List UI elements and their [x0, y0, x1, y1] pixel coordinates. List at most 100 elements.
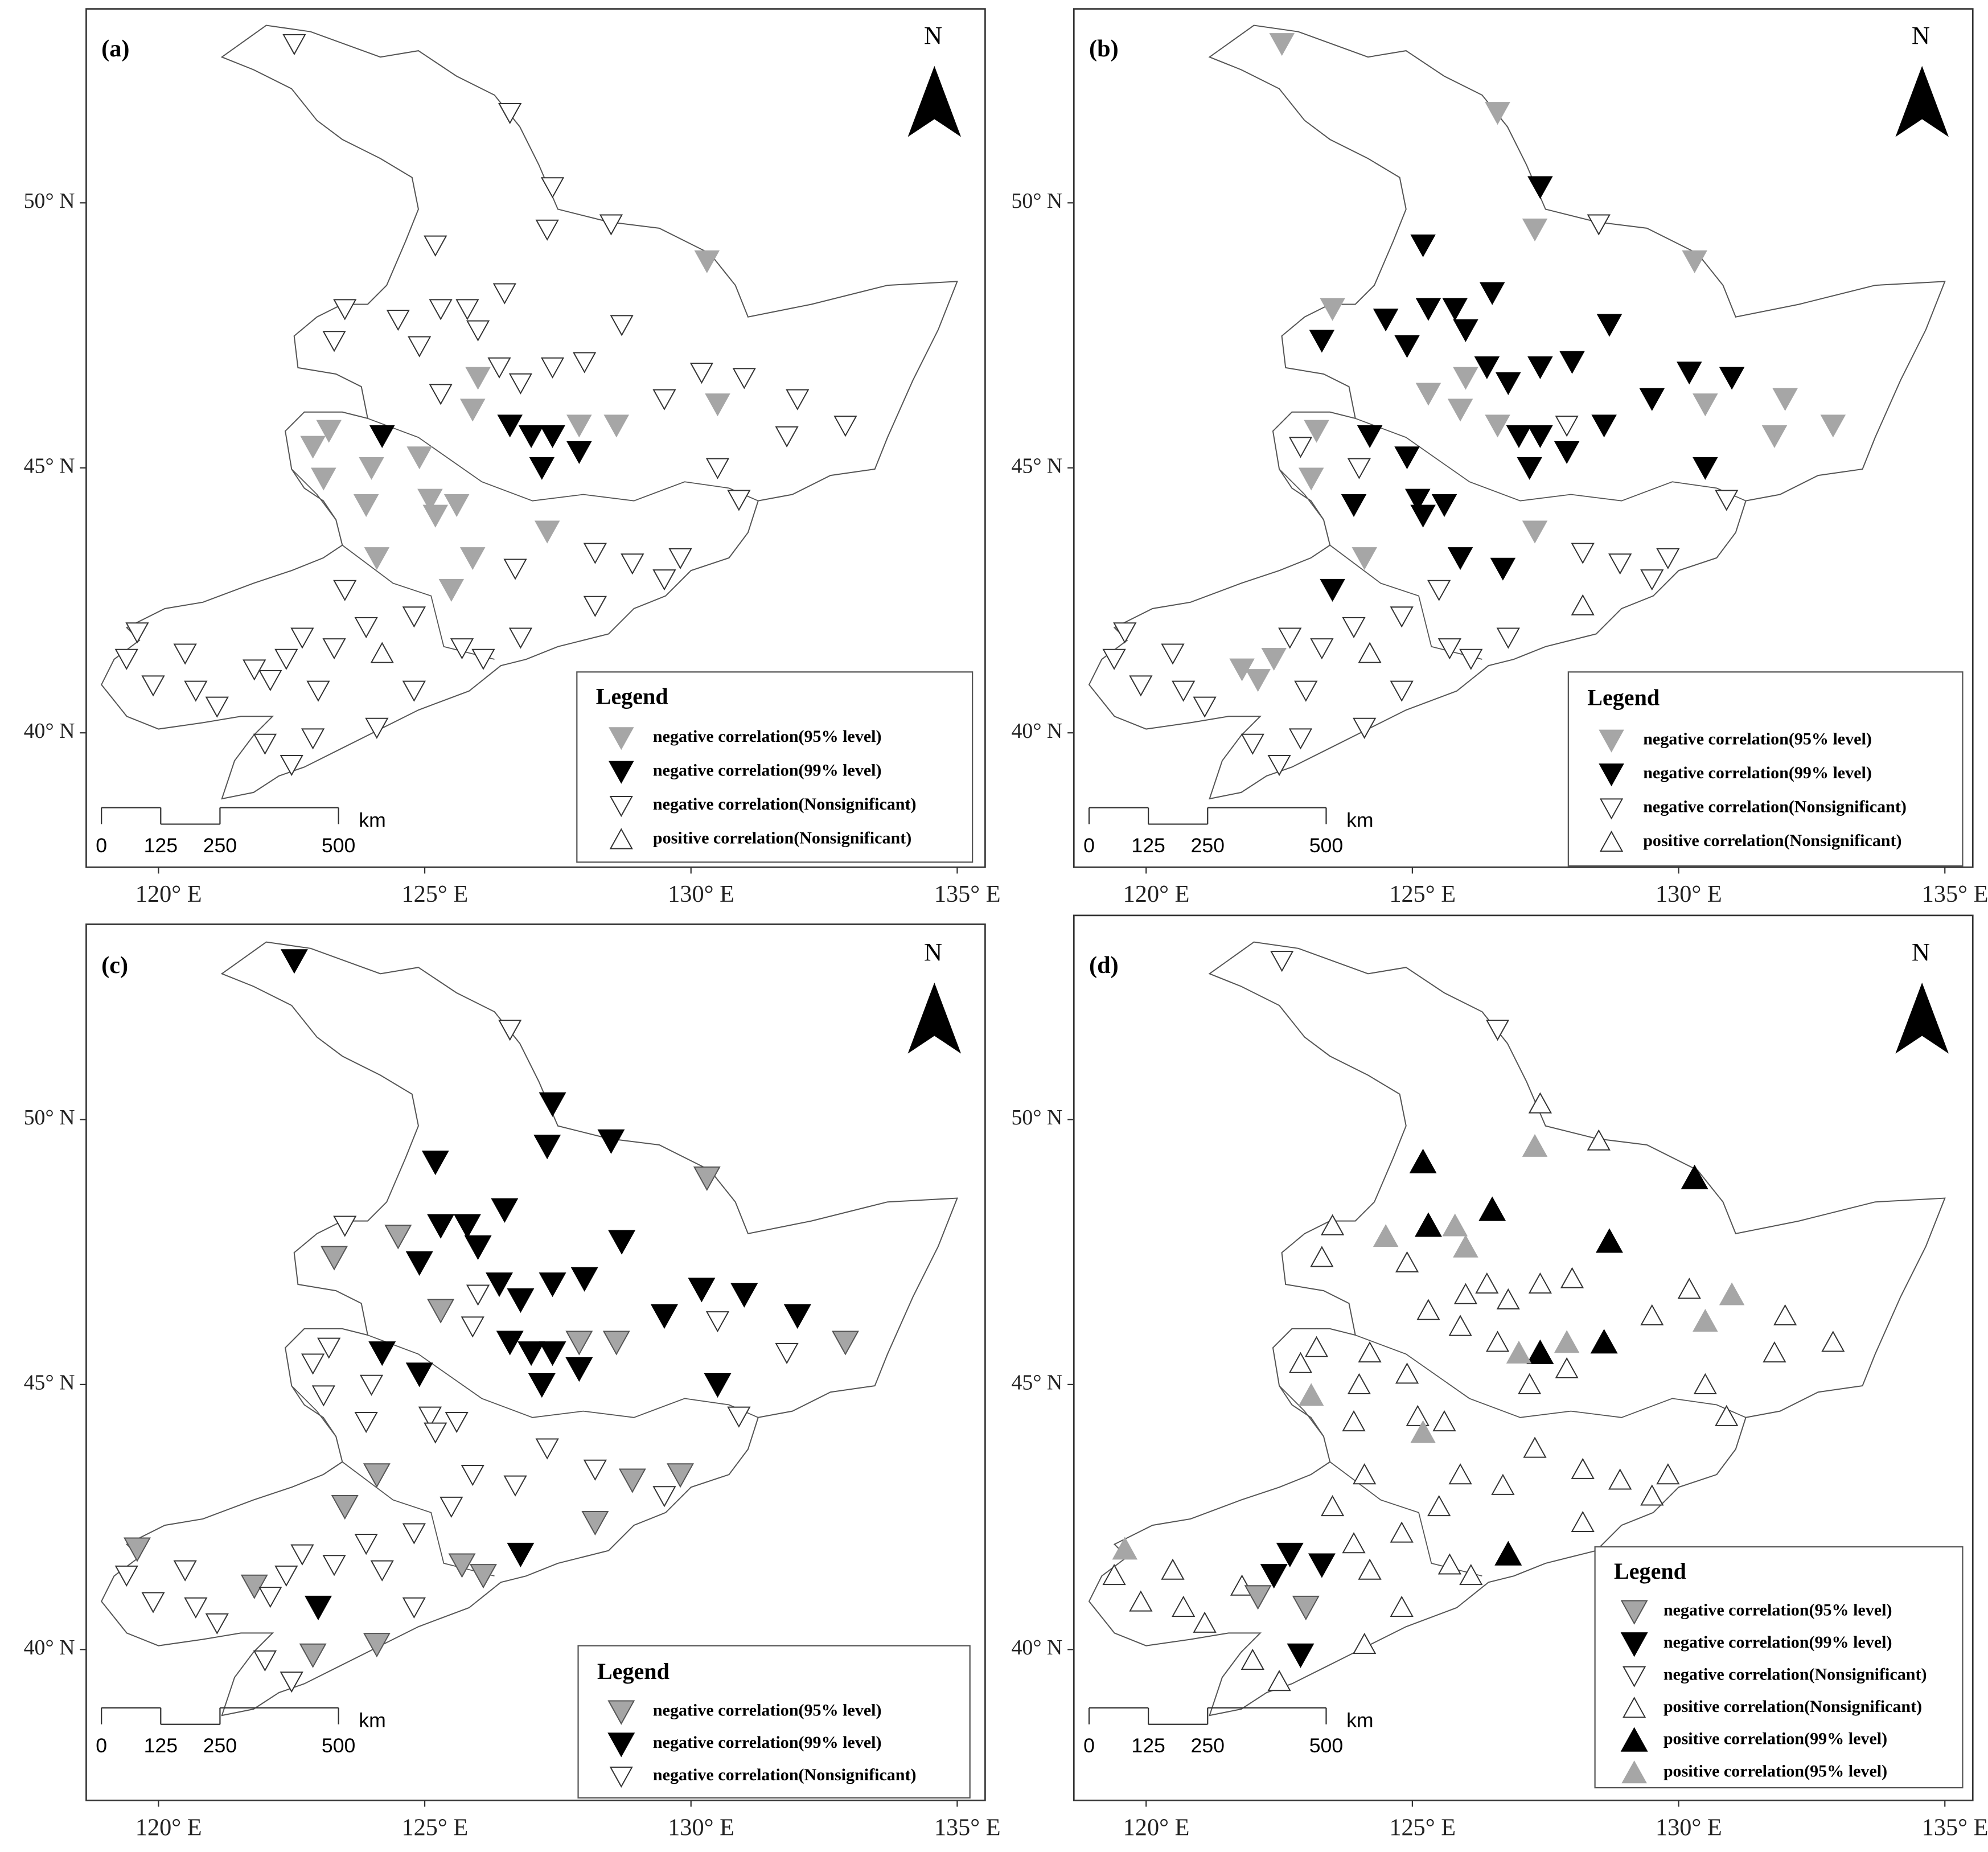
station-marker [507, 1542, 535, 1567]
station-marker [1517, 457, 1542, 480]
legend-label: negative correlation(99% level) [653, 1732, 882, 1752]
legend-title: Legend [1614, 1558, 1686, 1584]
station-marker [1270, 951, 1294, 972]
panel-frame [1073, 8, 1974, 868]
lat-tick-label: 45° N [1011, 1371, 1062, 1395]
station-marker [583, 596, 607, 617]
station-marker [581, 1510, 609, 1536]
station-marker [1490, 557, 1516, 581]
lat-tick-label: 40° N [24, 1636, 75, 1660]
station-marker [1522, 520, 1548, 544]
station-marker [290, 1544, 314, 1566]
station-marker [1715, 1405, 1739, 1426]
legend-symbol [609, 795, 633, 818]
lon-tick-label: 125° E [401, 881, 468, 907]
panel-frame [1073, 914, 1974, 1801]
lon-tick-label: 120° E [135, 1814, 202, 1841]
lon-tick-label: 135° E [934, 1814, 1001, 1841]
station-marker [450, 638, 474, 660]
station-marker [1304, 420, 1329, 443]
station-marker [1288, 728, 1313, 750]
station-marker [1304, 1336, 1329, 1357]
station-marker [1427, 580, 1451, 601]
scale-label: 500 [322, 1734, 355, 1757]
station-marker [1288, 1352, 1313, 1373]
station-marker [359, 1374, 384, 1396]
station-marker [386, 310, 410, 331]
lon-tick-label: 125° E [1389, 881, 1456, 907]
station-marker [280, 754, 303, 777]
station-marker [1390, 1595, 1414, 1617]
station-marker [1320, 1494, 1345, 1517]
station-marker [1193, 696, 1217, 718]
station-marker [688, 1278, 716, 1303]
station-marker [301, 728, 325, 750]
legend-title: Legend [596, 683, 668, 709]
station-marker [1527, 356, 1553, 380]
legend-symbol [1599, 729, 1624, 753]
station-marker [1129, 1590, 1153, 1612]
station-marker [539, 1341, 566, 1366]
station-marker [424, 1422, 447, 1444]
station-marker [1172, 1595, 1196, 1617]
station-marker [402, 1523, 426, 1545]
station-marker [1554, 1330, 1580, 1353]
station-marker [534, 520, 560, 544]
station-marker [365, 717, 389, 739]
station-marker [1719, 1282, 1745, 1305]
station-marker [1523, 1436, 1547, 1458]
scale-label: 250 [203, 834, 237, 857]
panel-label: (d) [1089, 952, 1119, 979]
scale-label: 0 [1083, 834, 1095, 857]
station-marker [1358, 642, 1382, 663]
station-marker [1310, 1246, 1334, 1267]
station-marker [354, 617, 378, 639]
station-marker [359, 457, 384, 480]
station-marker [1608, 1468, 1632, 1490]
station-marker [448, 1553, 476, 1578]
station-marker [650, 1304, 678, 1329]
station-marker [429, 384, 453, 405]
lon-tick-label: 125° E [1389, 1814, 1456, 1841]
station-marker [1571, 1510, 1595, 1533]
station-marker [1358, 1558, 1382, 1580]
station-marker [689, 363, 714, 384]
station-marker [333, 299, 357, 321]
station-marker [1656, 1463, 1680, 1485]
legend-symbol [1620, 1600, 1648, 1625]
province-boundary [1279, 469, 1324, 520]
station-marker [408, 336, 432, 358]
station-marker [363, 1463, 391, 1488]
station-marker [539, 1092, 566, 1117]
station-marker [1821, 1331, 1845, 1352]
province-boundary [291, 469, 336, 520]
station-marker [1241, 733, 1264, 755]
station-marker [618, 1468, 646, 1493]
station-marker [583, 543, 607, 564]
station-marker [384, 1225, 412, 1250]
station-marker [253, 1650, 277, 1672]
station-marker [253, 733, 277, 755]
station-marker [1491, 1473, 1515, 1495]
legend-box [577, 1645, 971, 1799]
station-marker [1591, 414, 1617, 438]
lon-tick-label: 130° E [1656, 1814, 1722, 1841]
station-marker [705, 393, 730, 417]
station-marker [354, 1411, 378, 1434]
station-marker [205, 1613, 229, 1635]
station-marker [1410, 1420, 1436, 1443]
station-marker [1410, 504, 1436, 528]
station-marker [1596, 314, 1623, 337]
station-marker [1590, 1329, 1618, 1354]
station-marker [573, 352, 597, 373]
north-arrow [907, 65, 962, 137]
station-marker [775, 426, 799, 447]
station-marker [141, 1592, 165, 1613]
lon-tick-label: 135° E [1922, 881, 1988, 907]
lat-tick-label: 40° N [1011, 719, 1062, 743]
station-marker [1414, 1212, 1442, 1237]
station-marker [1640, 569, 1664, 591]
station-marker [1448, 1463, 1472, 1485]
station-marker [1260, 1564, 1288, 1589]
